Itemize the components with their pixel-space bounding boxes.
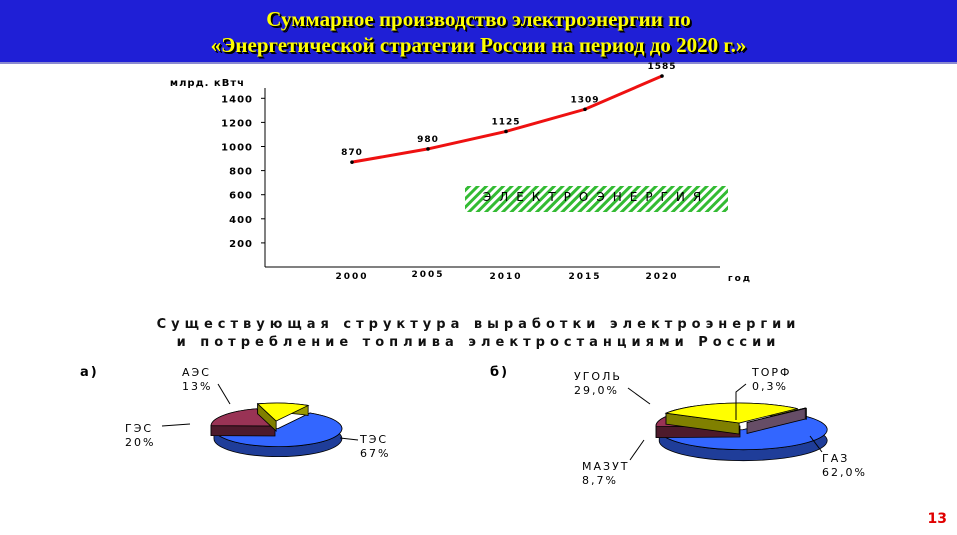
y-tick-label: 1200 bbox=[221, 118, 253, 129]
y-tick-label: 200 bbox=[229, 239, 253, 250]
data-point bbox=[660, 74, 664, 78]
data-label: 1309 bbox=[570, 95, 599, 105]
line-chart: 200 400 600 800 1000 1200 1400 млрд. кВтч 2000 20… bbox=[170, 62, 752, 284]
slice-label: ТОРФ bbox=[751, 366, 791, 379]
data-label: 1125 bbox=[491, 117, 520, 127]
slice-label: ГАЗ bbox=[822, 452, 849, 465]
data-point bbox=[583, 107, 587, 112]
y-tick-label: 400 bbox=[229, 215, 253, 226]
pie-slice-wall bbox=[210, 425, 276, 437]
slice-value: 67% bbox=[360, 447, 390, 460]
pie-slice bbox=[746, 407, 807, 423]
x-tick-label: 2015 bbox=[568, 272, 601, 282]
data-point bbox=[350, 160, 354, 164]
slide-title-line-1: Суммарное производство электроэнергии по bbox=[266, 7, 691, 31]
panel-label-b: б) bbox=[490, 365, 510, 380]
subtitle-line-1: Существующая структура выработки электро… bbox=[156, 317, 801, 332]
panel-label-a: а) bbox=[80, 365, 99, 380]
slice-label: МАЗУТ bbox=[582, 460, 630, 473]
leader-line bbox=[217, 383, 231, 405]
y-tick-label: 1400 bbox=[221, 94, 253, 105]
slice-label: АЭС bbox=[182, 366, 211, 379]
slice-value: 20% bbox=[125, 436, 155, 449]
slice-value: 29,0% bbox=[574, 384, 619, 397]
slice-label: ГЭС bbox=[125, 422, 153, 435]
x-tick-label: 2005 bbox=[411, 270, 444, 280]
slide-title-line-2: «Энергетической стратегии России на пери… bbox=[210, 33, 747, 57]
data-label: 980 bbox=[417, 135, 439, 145]
slide-title-banner: Суммарное производство электроэнергии по… bbox=[0, 0, 957, 62]
pie-slice bbox=[213, 412, 343, 447]
page-number: 13 bbox=[927, 511, 947, 527]
x-axis-title: год bbox=[728, 274, 752, 284]
leader-line bbox=[627, 387, 651, 405]
leader-line bbox=[735, 383, 747, 420]
data-point bbox=[504, 129, 508, 134]
leader-line bbox=[629, 439, 645, 461]
y-axis-title: млрд. кВтч bbox=[170, 78, 245, 89]
annotation-label: ЭЛЕКТРОЭНЕРГИЯ bbox=[483, 190, 709, 204]
leader-line bbox=[161, 423, 191, 427]
y-tick-label: 1000 bbox=[221, 143, 253, 154]
pie-slice bbox=[664, 402, 798, 424]
subtitle-line-2: и потребление топлива электростанциями Р… bbox=[176, 335, 781, 350]
leader-line bbox=[339, 437, 359, 441]
data-label: 870 bbox=[341, 148, 363, 158]
x-tick-label: 2010 bbox=[489, 272, 522, 282]
slice-value: 0,3% bbox=[752, 380, 788, 393]
y-tick-label: 600 bbox=[229, 191, 253, 202]
y-tick-label: 800 bbox=[229, 167, 253, 178]
x-tick-label: 2000 bbox=[335, 272, 368, 282]
x-tick-label: 2020 bbox=[645, 272, 678, 282]
data-label: 1585 bbox=[647, 62, 676, 72]
data-point bbox=[426, 147, 430, 151]
slice-label: УГОЛЬ bbox=[574, 370, 622, 383]
annotation-box bbox=[465, 186, 728, 212]
slice-value: 62,0% bbox=[822, 466, 867, 479]
slice-value: 13% bbox=[182, 380, 212, 393]
pie-slice bbox=[256, 402, 310, 422]
leader-line bbox=[809, 435, 823, 453]
slice-label: ТЭС bbox=[359, 433, 388, 446]
slice-value: 8,7% bbox=[582, 474, 618, 487]
